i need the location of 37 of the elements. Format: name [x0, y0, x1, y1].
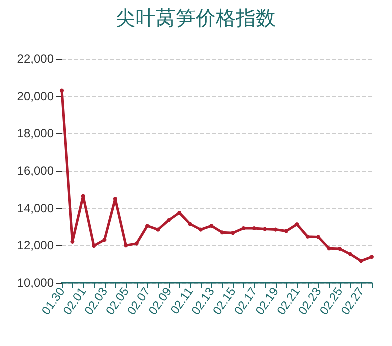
point: [252, 226, 256, 230]
point: [327, 246, 332, 251]
point: [92, 244, 96, 248]
point: [134, 242, 139, 246]
point: [102, 238, 107, 242]
y-tick-label: 20,000: [17, 89, 54, 104]
y-tick-label: 12,000: [17, 238, 54, 253]
point: [210, 224, 214, 228]
point: [124, 244, 128, 248]
point: [338, 247, 342, 252]
point: [274, 228, 278, 232]
point: [198, 228, 203, 232]
y-tick-label: 16,000: [17, 164, 54, 178]
point: [81, 194, 86, 198]
point: [316, 235, 321, 240]
point: [348, 252, 353, 256]
point: [284, 229, 288, 234]
y-tick-label: 18,000: [17, 126, 54, 141]
point: [359, 259, 364, 264]
point: [146, 224, 150, 228]
point: [370, 255, 374, 260]
point: [113, 197, 118, 201]
point: [231, 231, 236, 236]
point: [188, 222, 192, 226]
point: [166, 218, 171, 222]
point: [242, 226, 246, 230]
point: [295, 222, 300, 227]
y-tick-label: 22,000: [17, 52, 54, 66]
point: [156, 228, 160, 232]
point: [60, 88, 64, 93]
point: [220, 230, 224, 235]
point: [178, 211, 182, 215]
point: [263, 227, 268, 232]
point: [306, 234, 310, 239]
y-tick-label: 10,000: [17, 276, 54, 290]
y-tick-label: 14,000: [17, 201, 54, 216]
chart-title: 尖叶莴笋价格指数: [116, 8, 276, 30]
